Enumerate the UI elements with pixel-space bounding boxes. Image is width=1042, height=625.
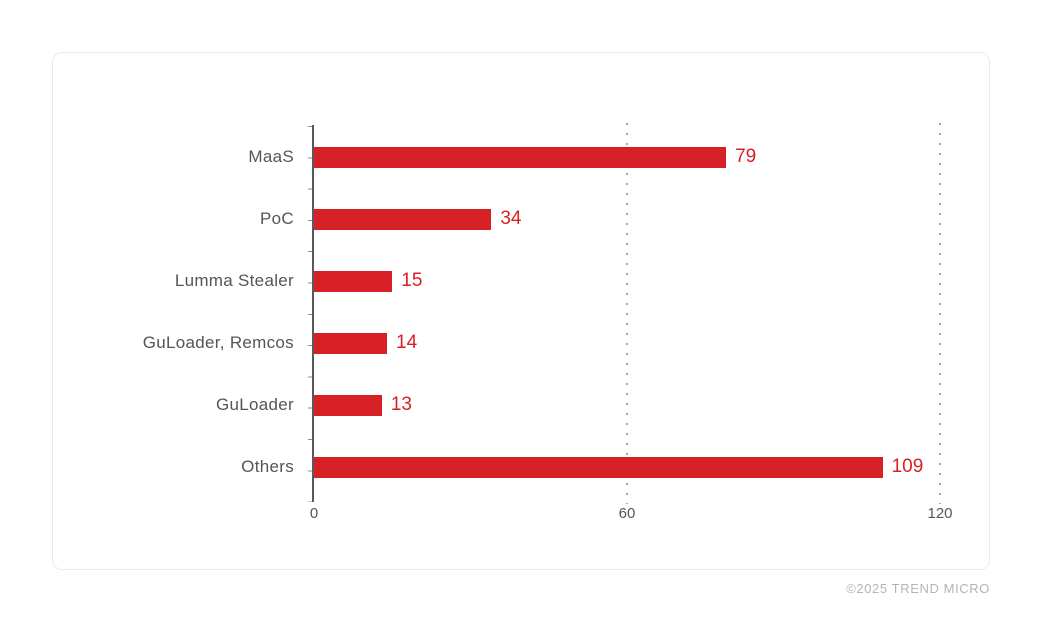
category-label: MaaS [248,147,294,166]
x-tick-0: 0 [309,505,319,522]
bar-track: 13 [314,374,940,436]
bar-rows: MaaS 79 PoC 34 Lumma Stealer 15 GuLoader… [53,126,940,498]
value-label: 109 [891,456,924,477]
bar-row-guloader-remcos: GuLoader, Remcos 14 [53,312,940,374]
bar-track: 34 [314,188,940,250]
bar-track: 15 [314,250,940,312]
bar-row-others: Others 109 [53,436,940,498]
y-axis-tick-marks [308,126,312,502]
y-axis-line [312,125,314,502]
category-label: Lumma Stealer [174,271,294,290]
category-label: PoC [260,209,294,228]
bar-row-guloader: GuLoader 13 [53,374,940,436]
value-label: 14 [396,332,418,353]
gridline-60 [626,123,628,504]
category-label: GuLoader, Remcos [142,333,294,352]
bar-track: 79 [314,126,940,188]
value-label: 79 [735,146,757,167]
bar-row-lumma-stealer: Lumma Stealer 15 [53,250,940,312]
gridline-120 [939,123,941,504]
x-tick-120: 120 [927,505,953,522]
copyright-text: ©2025 TREND MICRO [846,581,990,596]
bar-track: 109 [314,436,940,498]
category-label: Others [241,457,294,476]
bar [314,332,388,354]
bar-row-maas: MaaS 79 [53,126,940,188]
value-label: 13 [390,394,412,415]
category-label: GuLoader [215,395,294,414]
bar-track: 14 [314,312,940,374]
bar [314,456,883,478]
chart-card: MaaS 79 PoC 34 Lumma Stealer 15 GuLoader… [52,52,990,570]
x-axis-tick-labels: 0 60 120 [310,505,953,525]
bar [314,270,393,292]
bar [314,394,382,416]
plot-area [314,123,941,504]
value-label: 15 [401,270,423,291]
bar-row-poc: PoC 34 [53,188,940,250]
value-label: 34 [500,208,522,229]
bar [314,208,492,230]
x-tick-60: 60 [618,505,636,522]
bar [314,146,727,168]
